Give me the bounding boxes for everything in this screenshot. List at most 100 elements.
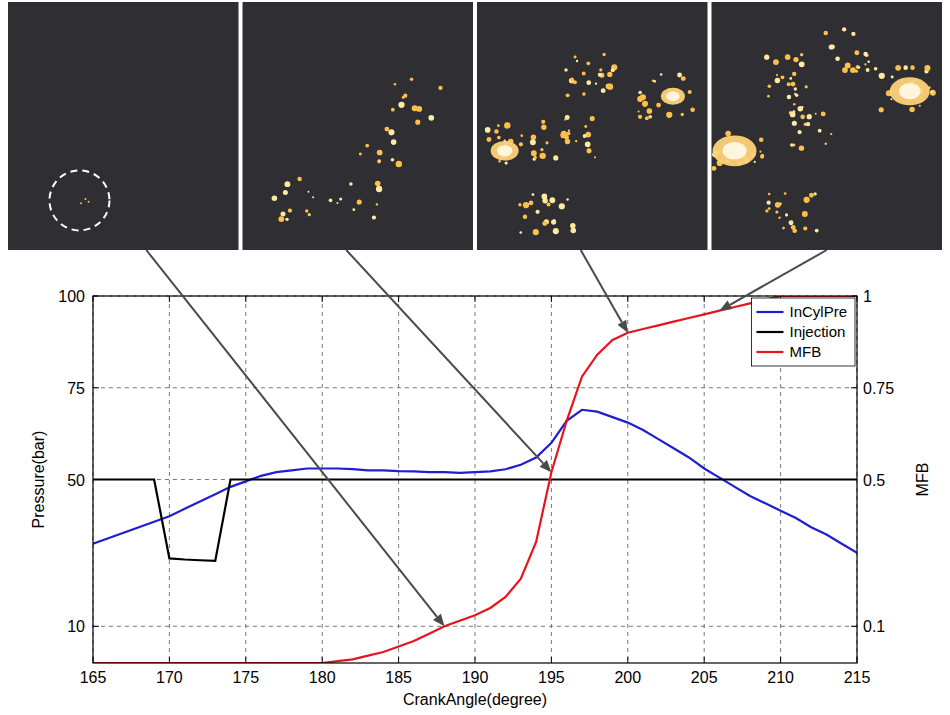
- flame-spot: [272, 196, 278, 202]
- flame-spot: [278, 216, 284, 222]
- flame-spot: [378, 161, 381, 164]
- background: [0, 0, 950, 715]
- tick-y2: [851, 626, 857, 627]
- flame-spot: [598, 73, 602, 77]
- arrow-line: [730, 250, 827, 305]
- flame-spot: [349, 182, 352, 185]
- grid: [93, 296, 857, 663]
- flame-spot: [784, 192, 787, 195]
- axis-title-y2: MFB: [914, 463, 931, 497]
- image-background: [477, 2, 708, 250]
- flame-spot: [891, 75, 894, 78]
- flame-spot: [529, 201, 534, 206]
- arrow-head: [618, 320, 628, 333]
- flame-spot: [494, 129, 498, 133]
- flame-spot: [793, 57, 798, 62]
- flame-spot: [842, 27, 846, 31]
- flame-spot: [583, 134, 587, 138]
- flame-spot: [307, 191, 309, 193]
- tick-y: [93, 479, 99, 480]
- flame-spot: [785, 213, 788, 216]
- tick-x: [245, 296, 246, 302]
- flame-spot: [637, 96, 643, 102]
- flame-spot: [638, 115, 642, 119]
- flame-spot: [767, 95, 770, 98]
- flame-spot: [567, 131, 571, 135]
- flame-spot: [785, 54, 791, 60]
- flame-spot: [799, 61, 805, 67]
- flame-spot: [818, 129, 822, 133]
- series-line: [93, 480, 857, 561]
- flame-spot: [599, 68, 602, 71]
- flame-spot: [565, 139, 570, 144]
- tick-y: [93, 296, 99, 297]
- tick-y: [93, 387, 99, 388]
- flame-spot: [376, 203, 378, 205]
- tick-label-y2: 0.1: [863, 618, 885, 635]
- flame-spot: [281, 211, 286, 216]
- flame-spot: [531, 135, 536, 140]
- flame-spot: [560, 132, 566, 138]
- flame-spot: [903, 65, 908, 70]
- flame-spot: [412, 105, 418, 111]
- flame-spot: [601, 88, 606, 93]
- image-background: [243, 2, 474, 250]
- flame-spot: [283, 190, 288, 195]
- flame-spot: [530, 139, 536, 145]
- flame-spot: [566, 198, 569, 201]
- flame-spot: [856, 65, 860, 69]
- flame-spot: [851, 32, 855, 36]
- tick-label-x: 215: [844, 669, 871, 686]
- flame-spot: [497, 124, 500, 127]
- flame-spot: [376, 186, 382, 192]
- flame-spot: [789, 77, 792, 80]
- flame-spot: [533, 229, 539, 235]
- tick-x: [857, 657, 858, 663]
- flame-spot: [438, 86, 442, 90]
- figure: 1651701751801851901952002052102151050751…: [0, 0, 950, 715]
- flame-spot: [585, 141, 591, 147]
- flame-spot: [648, 115, 652, 119]
- flame-spot: [809, 193, 814, 198]
- flame-spot: [825, 142, 827, 144]
- flame-spot: [823, 31, 828, 36]
- flame-spot: [638, 110, 640, 112]
- flame-spot: [850, 67, 856, 73]
- tick-label-y: 50: [67, 472, 85, 489]
- flame-spot: [396, 161, 402, 167]
- flame-spot: [570, 223, 575, 228]
- flame-spot: [681, 113, 684, 116]
- flame-spot: [575, 140, 577, 142]
- flame-spot: [793, 103, 795, 105]
- tick-x: [322, 296, 323, 302]
- flame-spot: [573, 80, 577, 84]
- flame-spot: [890, 98, 892, 100]
- flame-spot: [570, 228, 576, 234]
- tick-x: [627, 657, 628, 663]
- flame-spot: [760, 155, 764, 159]
- tick-label-x: 180: [309, 669, 336, 686]
- flame-spot: [549, 197, 555, 203]
- flame-spot: [802, 106, 804, 108]
- flame-spot: [895, 65, 901, 71]
- flame-spot: [532, 193, 535, 196]
- flame-spot: [547, 203, 551, 207]
- flame-spot: [540, 148, 543, 151]
- flame-spot: [539, 153, 545, 159]
- flame-spot: [357, 199, 362, 204]
- flame-spot: [867, 60, 870, 63]
- flame-spot: [653, 80, 656, 83]
- flame-spot: [551, 219, 556, 224]
- flame-spot: [776, 74, 778, 76]
- flame-spot: [582, 92, 586, 96]
- flame-spot: [854, 50, 859, 55]
- tick-x: [398, 296, 399, 302]
- flame-spot: [754, 161, 756, 163]
- flame-blob: [661, 88, 685, 105]
- tick-label-x: 195: [538, 669, 565, 686]
- arrow-head: [433, 614, 444, 627]
- legend-label: Injection: [789, 323, 845, 340]
- flame-spot: [535, 210, 539, 214]
- flame-spot: [285, 218, 288, 221]
- flame-spot: [586, 148, 591, 153]
